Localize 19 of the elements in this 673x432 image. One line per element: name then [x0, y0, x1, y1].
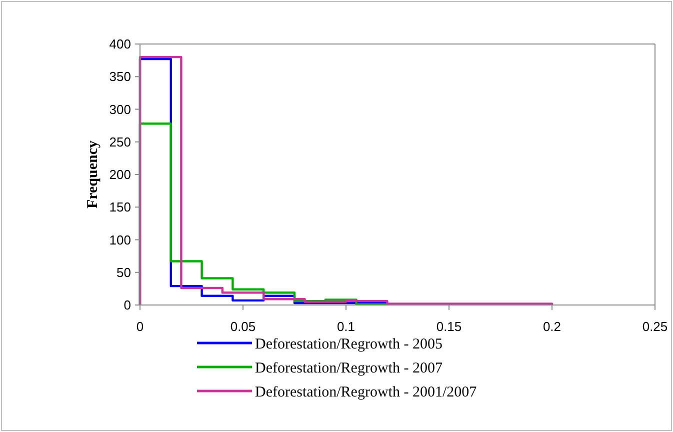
y-tick-label: 250 [109, 134, 131, 150]
x-tick-label: 0.05 [230, 319, 256, 334]
y-tick-label: 150 [109, 200, 131, 215]
x-tick-label: 0.1 [336, 319, 356, 334]
y-tick-label: 300 [109, 102, 131, 117]
x-tick-label: 0.15 [436, 319, 462, 334]
y-tick-label: 400 [109, 36, 131, 52]
legend-label: Deforestation/Regrowth - 2007 [255, 360, 443, 376]
legend-label: Deforestation/Regrowth - 2001/2007 [255, 384, 478, 400]
y-tick-label: 350 [109, 69, 131, 84]
legend-label: Deforestation/Regrowth - 2005 [255, 336, 442, 352]
x-tick-label: 0 [136, 319, 144, 334]
y-tick-label: 200 [109, 167, 131, 182]
y-tick-label: 0 [124, 298, 131, 313]
y-tick-label: 50 [116, 264, 131, 280]
x-tick-label: 0.25 [642, 319, 668, 334]
y-tick-label: 100 [109, 232, 131, 248]
y-axis-title: Frequency [85, 140, 101, 209]
x-tick-label: 0.2 [542, 319, 562, 334]
